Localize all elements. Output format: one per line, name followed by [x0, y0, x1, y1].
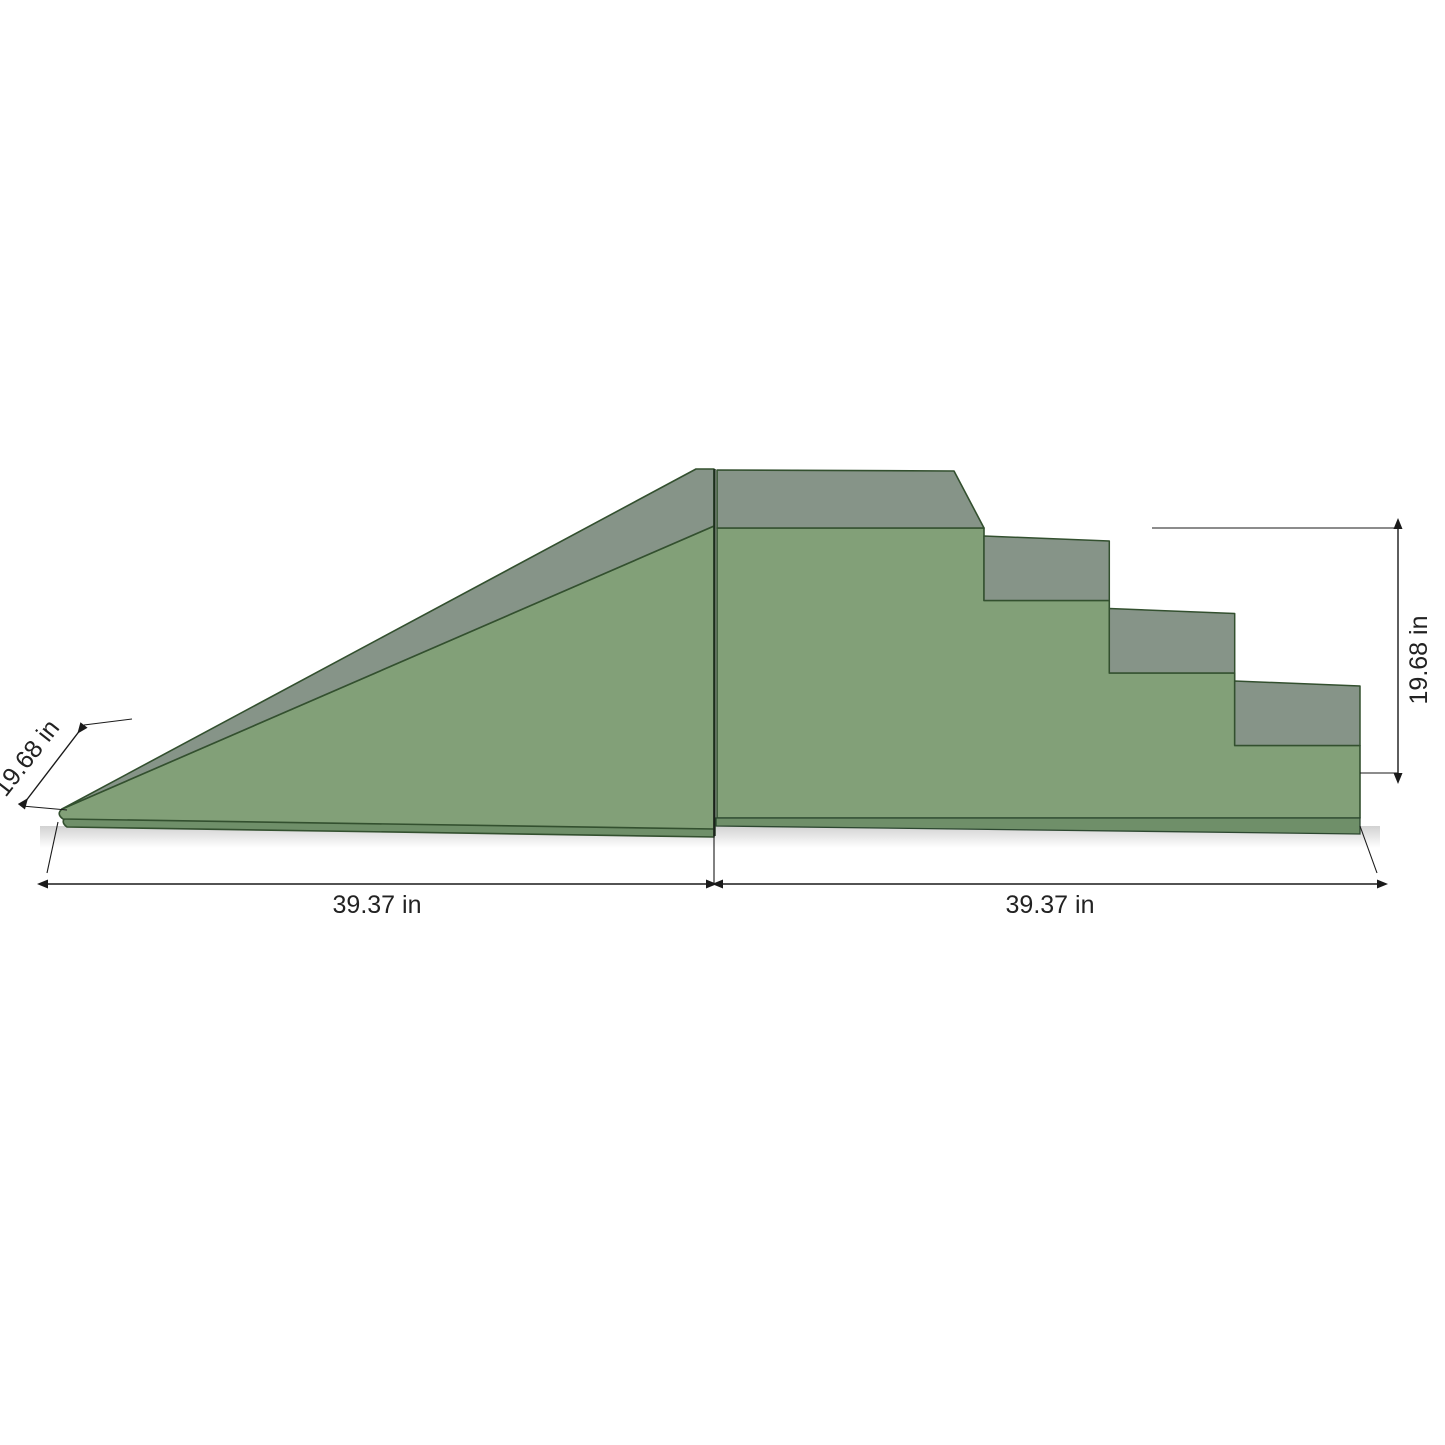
svg-text:39.37 in: 39.37 in: [1006, 891, 1095, 919]
svg-text:39.37 in: 39.37 in: [333, 891, 422, 919]
svg-text:19.68 in: 19.68 in: [1405, 616, 1433, 705]
svg-text:19.68 in: 19.68 in: [0, 714, 65, 801]
